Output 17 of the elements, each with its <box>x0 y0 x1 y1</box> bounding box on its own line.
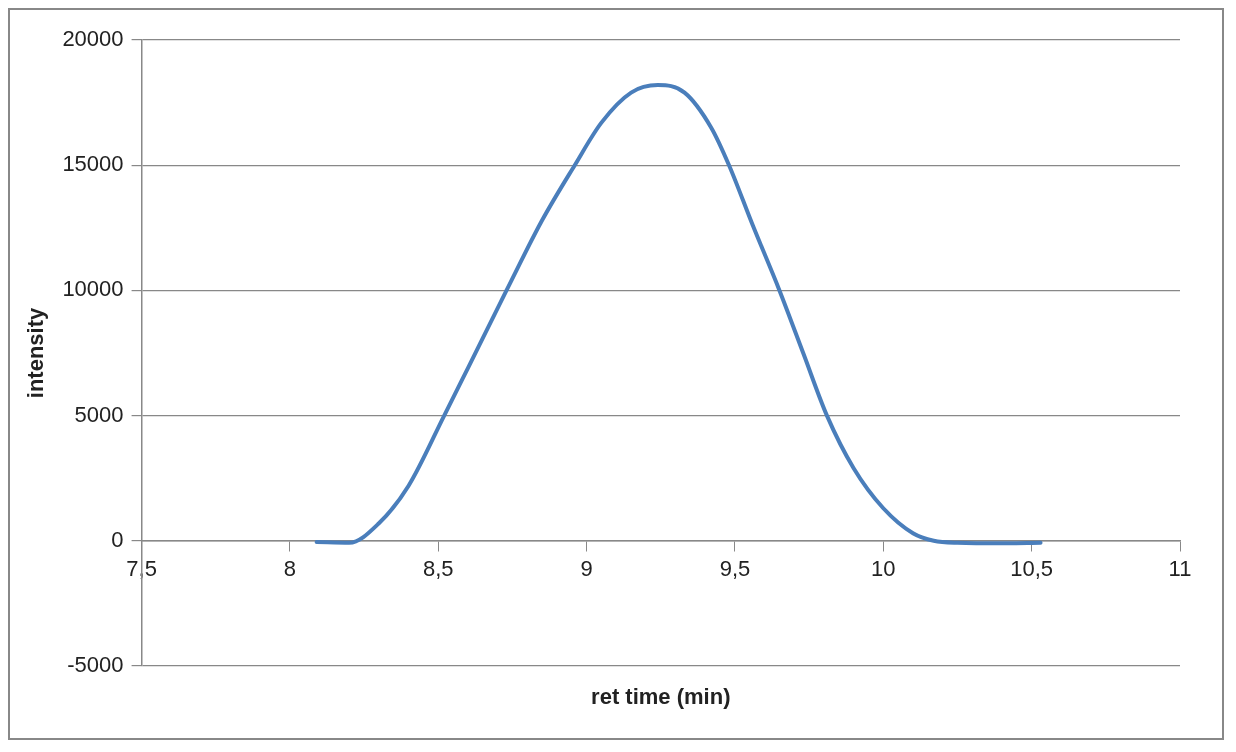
x-tick-label: 10,5 <box>1010 556 1054 582</box>
y-tick-label: 15000 <box>62 151 124 177</box>
x-tick-label: 7,5 <box>126 556 157 582</box>
x-axis-title: ret time (min) <box>591 684 731 710</box>
x-tick-label: 8 <box>283 556 297 582</box>
y-tick-label: 20000 <box>62 26 124 52</box>
y-tick-label: 10000 <box>62 276 124 302</box>
y-tick-label: 0 <box>111 526 124 552</box>
x-tick-label: 10 <box>871 556 896 582</box>
y-tick-label: 5000 <box>74 401 124 427</box>
x-tick-label: 9 <box>580 556 593 582</box>
y-tick-label: -5000 <box>67 652 124 678</box>
x-tick-label: 9,5 <box>719 556 751 582</box>
line-series <box>314 83 1043 546</box>
x-tick-label: 11 <box>1168 556 1192 582</box>
y-axis-title: intensity <box>23 307 49 399</box>
x-tick-label: 8,5 <box>422 556 454 582</box>
